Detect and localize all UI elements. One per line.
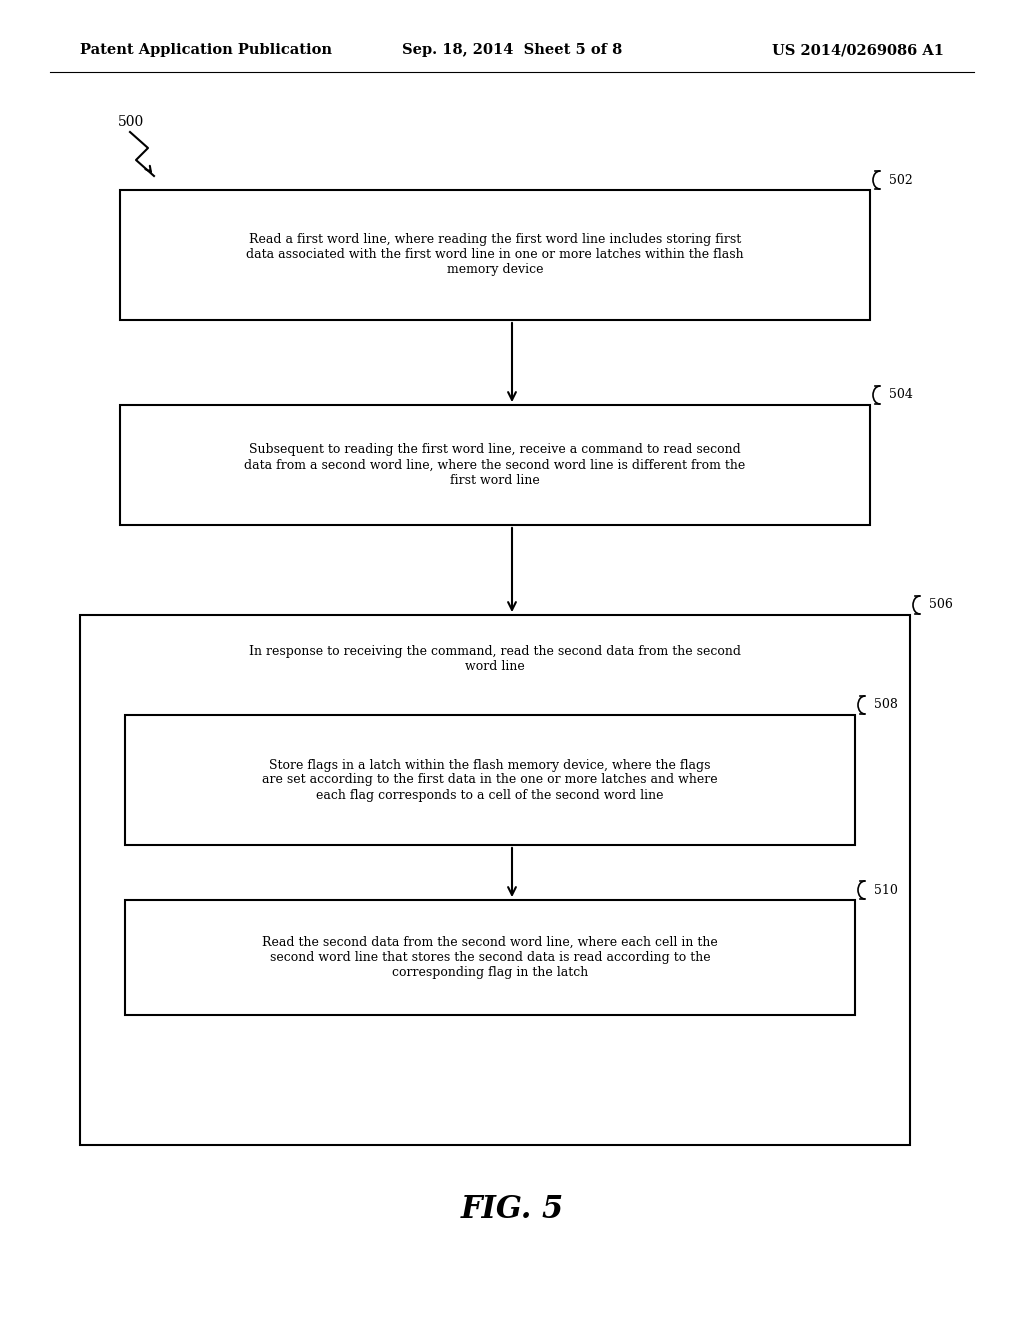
Text: 508: 508 bbox=[874, 698, 898, 711]
Text: 506: 506 bbox=[929, 598, 953, 611]
Text: 500: 500 bbox=[118, 115, 144, 129]
Text: Read a first word line, where reading the first word line includes storing first: Read a first word line, where reading th… bbox=[246, 234, 743, 276]
Text: FIG. 5: FIG. 5 bbox=[461, 1195, 563, 1225]
Text: In response to receiving the command, read the second data from the second
word : In response to receiving the command, re… bbox=[249, 645, 741, 673]
Bar bbox=[120, 190, 870, 319]
Bar bbox=[125, 900, 855, 1015]
Bar bbox=[120, 405, 870, 525]
Text: Sep. 18, 2014  Sheet 5 of 8: Sep. 18, 2014 Sheet 5 of 8 bbox=[401, 44, 623, 57]
Text: Subsequent to reading the first word line, receive a command to read second
data: Subsequent to reading the first word lin… bbox=[245, 444, 745, 487]
Text: 502: 502 bbox=[889, 173, 912, 186]
Text: Store flags in a latch within the flash memory device, where the flags
are set a: Store flags in a latch within the flash … bbox=[262, 759, 718, 801]
Text: US 2014/0269086 A1: US 2014/0269086 A1 bbox=[772, 44, 944, 57]
Bar bbox=[80, 615, 910, 1144]
Text: 510: 510 bbox=[874, 883, 898, 896]
Bar bbox=[125, 715, 855, 845]
Text: Patent Application Publication: Patent Application Publication bbox=[80, 44, 332, 57]
Text: 504: 504 bbox=[889, 388, 912, 401]
Text: Read the second data from the second word line, where each cell in the
second wo: Read the second data from the second wor… bbox=[262, 936, 718, 979]
